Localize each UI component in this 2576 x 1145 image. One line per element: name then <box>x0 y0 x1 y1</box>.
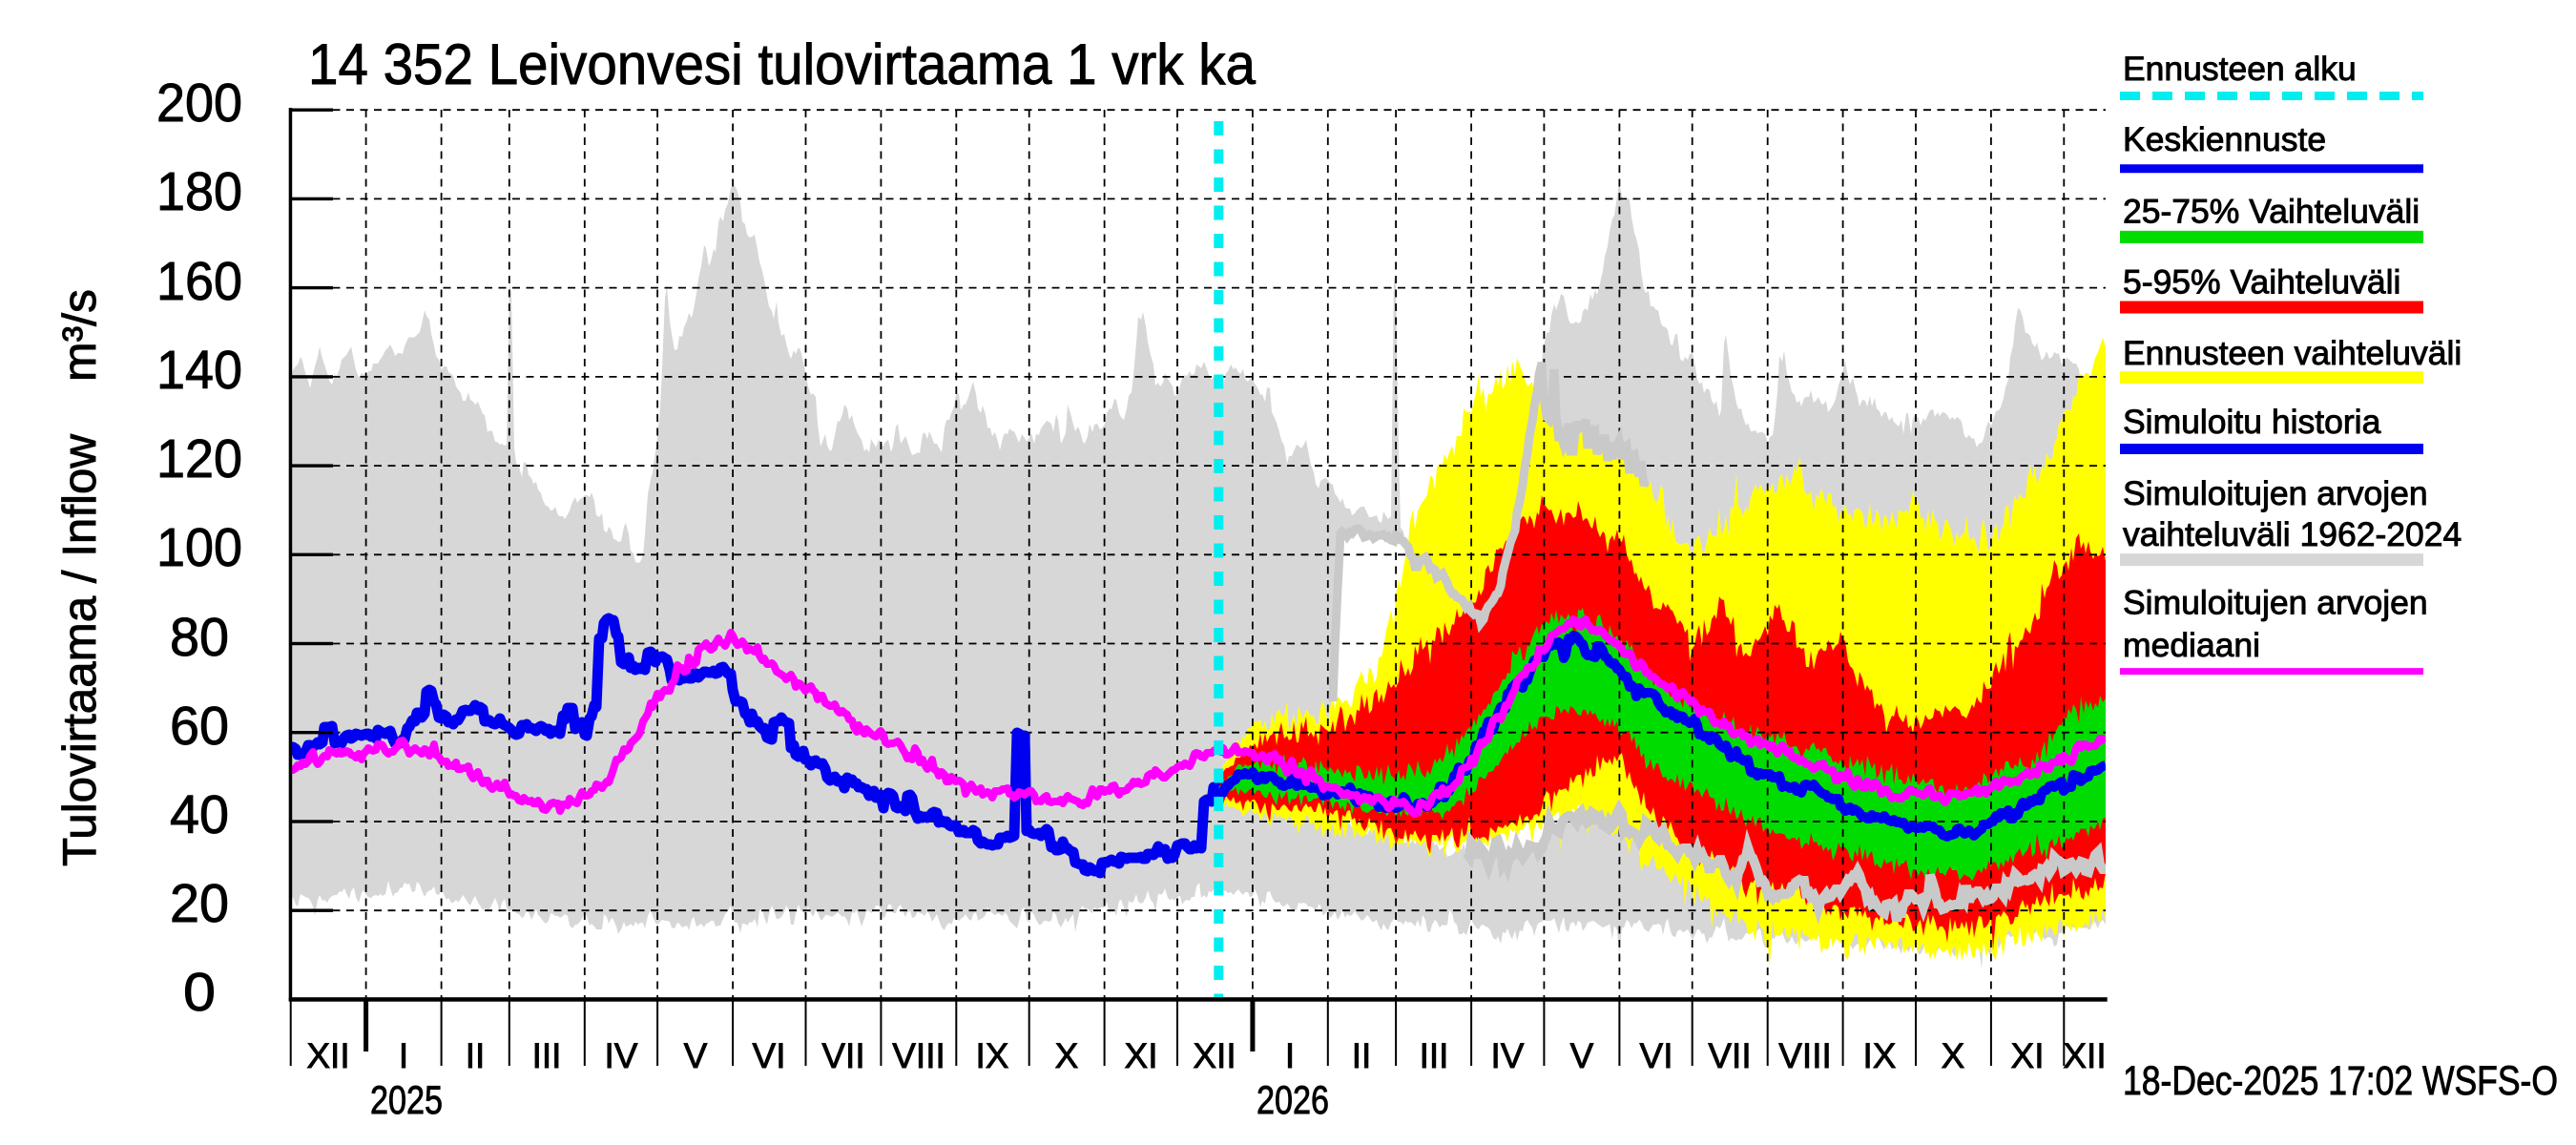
svg-text:25-75% Vaihteluväli: 25-75% Vaihteluväli <box>2123 193 2420 231</box>
svg-text:V: V <box>1570 1036 1594 1075</box>
svg-text:14 352 Leivonvesi tulovirtaama: 14 352 Leivonvesi tulovirtaama 1 vrk ka <box>308 32 1257 96</box>
svg-text:XI: XI <box>1125 1036 1158 1075</box>
svg-text:Simuloitujen arvojen: Simuloitujen arvojen <box>2123 474 2428 512</box>
svg-text:120: 120 <box>156 428 242 489</box>
svg-text:IV: IV <box>1491 1036 1525 1075</box>
svg-text:200: 200 <box>156 73 242 134</box>
svg-text:Keskiennuste: Keskiennuste <box>2123 120 2326 158</box>
svg-text:80: 80 <box>170 607 229 668</box>
svg-text:XII: XII <box>306 1036 349 1075</box>
svg-text:vaihteluväli 1962-2024: vaihteluväli 1962-2024 <box>2123 515 2462 553</box>
svg-text:18-Dec-2025 17:02 WSFS-O: 18-Dec-2025 17:02 WSFS-O <box>2123 1058 2558 1104</box>
svg-text:III: III <box>1420 1036 1449 1075</box>
svg-text:40: 40 <box>170 784 229 845</box>
svg-text:I: I <box>399 1036 408 1075</box>
svg-text:IX: IX <box>976 1036 1009 1075</box>
svg-text:0: 0 <box>183 962 216 1023</box>
svg-text:160: 160 <box>156 251 242 312</box>
svg-text:Tulovirtaama / Inflow: Tulovirtaama / Inflow <box>54 433 106 866</box>
svg-text:II: II <box>1352 1036 1372 1075</box>
svg-text:V: V <box>684 1036 708 1075</box>
svg-text:m³/s: m³/s <box>54 289 106 382</box>
svg-text:VII: VII <box>821 1036 864 1075</box>
svg-text:VIII: VIII <box>1778 1036 1832 1075</box>
svg-text:I: I <box>1285 1036 1295 1075</box>
svg-text:III: III <box>532 1036 562 1075</box>
svg-text:IV: IV <box>605 1036 638 1075</box>
svg-text:mediaani: mediaani <box>2123 626 2260 664</box>
svg-text:VI: VI <box>1640 1036 1673 1075</box>
svg-text:VIII: VIII <box>892 1036 945 1075</box>
svg-text:140: 140 <box>156 340 242 401</box>
svg-text:Ennusteen vaihteluväli: Ennusteen vaihteluväli <box>2123 334 2462 372</box>
svg-text:Simuloitu historia: Simuloitu historia <box>2123 403 2381 441</box>
svg-text:XI: XI <box>2011 1036 2045 1075</box>
svg-text:X: X <box>1055 1036 1079 1075</box>
svg-text:XII: XII <box>1193 1036 1236 1075</box>
svg-text:2026: 2026 <box>1257 1077 1329 1122</box>
svg-text:Ennusteen alku: Ennusteen alku <box>2123 50 2357 88</box>
svg-text:100: 100 <box>156 517 242 578</box>
svg-text:Simuloitujen arvojen: Simuloitujen arvojen <box>2123 583 2428 621</box>
svg-text:IX: IX <box>1863 1036 1897 1075</box>
svg-text:X: X <box>1942 1036 1965 1075</box>
svg-text:60: 60 <box>170 696 229 757</box>
svg-text:180: 180 <box>156 161 242 222</box>
svg-text:II: II <box>466 1036 486 1075</box>
svg-text:20: 20 <box>170 873 229 934</box>
svg-text:XII: XII <box>2063 1036 2106 1075</box>
svg-text:5-95% Vaihteluväli: 5-95% Vaihteluväli <box>2123 263 2400 302</box>
svg-text:VI: VI <box>753 1036 786 1075</box>
svg-text:2025: 2025 <box>370 1077 443 1122</box>
svg-text:VII: VII <box>1708 1036 1751 1075</box>
